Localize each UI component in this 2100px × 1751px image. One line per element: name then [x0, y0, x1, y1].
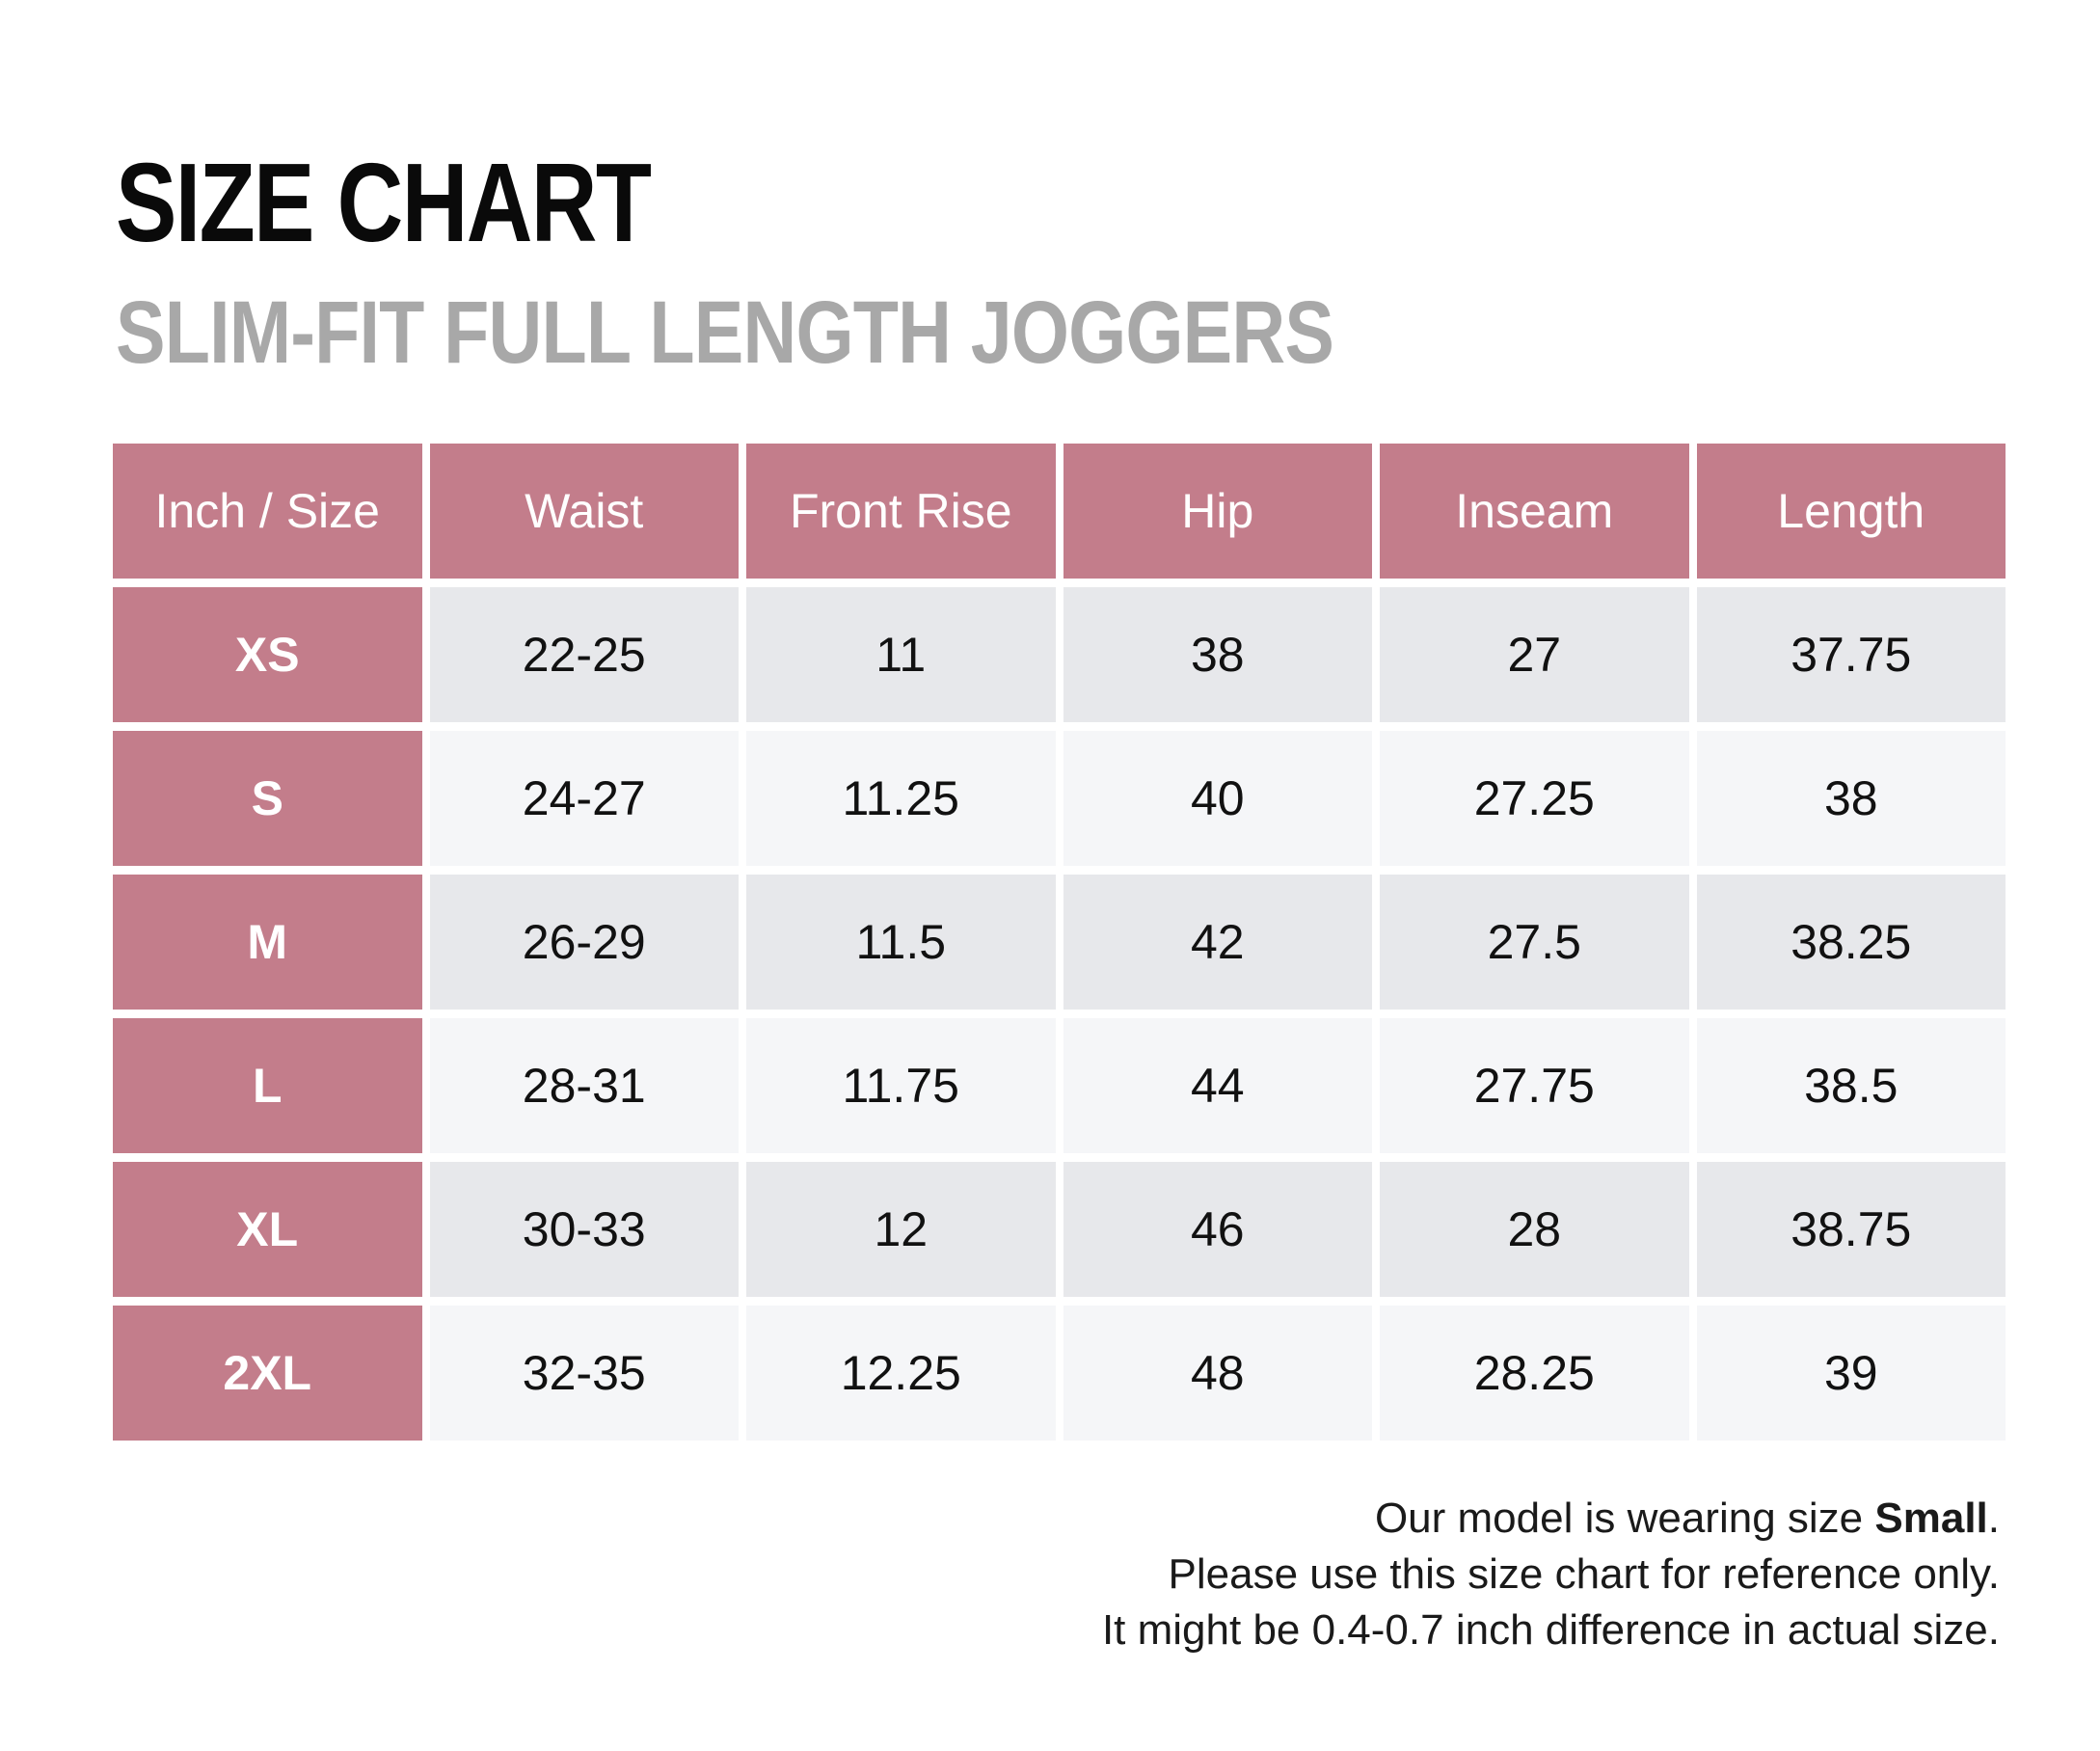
size-notes: Our model is wearing size Small. Please … [1102, 1491, 2000, 1658]
note-model-size-value: Small [1874, 1495, 1988, 1542]
hip-cell: 44 [1063, 1018, 1372, 1153]
waist-cell: 30-33 [429, 1162, 739, 1297]
inseam-cell: 28 [1380, 1162, 1689, 1297]
column-header-size: Inch / Size [113, 444, 422, 579]
front-rise-cell: 12.25 [746, 1306, 1056, 1441]
size-table: Inch / Size Waist Front Rise Hip Inseam … [113, 444, 2006, 1441]
page-title: SIZE CHART [116, 140, 652, 265]
waist-cell: 24-27 [429, 731, 739, 866]
inseam-cell: 28.25 [1380, 1306, 1689, 1441]
length-cell: 37.75 [1696, 587, 2006, 722]
hip-cell: 46 [1063, 1162, 1372, 1297]
length-cell: 38.25 [1696, 875, 2006, 1010]
hip-cell: 42 [1063, 875, 1372, 1010]
front-rise-cell: 11.5 [746, 875, 1056, 1010]
column-header-hip: Hip [1063, 444, 1372, 579]
size-label: L [113, 1018, 422, 1153]
page-subtitle: SLIM-FIT FULL LENGTH JOGGERS [116, 283, 1334, 382]
hip-cell: 48 [1063, 1306, 1372, 1441]
front-rise-cell: 11 [746, 587, 1056, 722]
inseam-cell: 27.75 [1380, 1018, 1689, 1153]
waist-cell: 22-25 [429, 587, 739, 722]
size-label: S [113, 731, 422, 866]
length-cell: 38.75 [1696, 1162, 2006, 1297]
length-cell: 38 [1696, 731, 2006, 866]
column-header-inseam: Inseam [1380, 444, 1689, 579]
note-model-prefix: Our model is wearing size [1374, 1495, 1875, 1542]
waist-cell: 26-29 [429, 875, 739, 1010]
hip-cell: 40 [1063, 731, 1372, 866]
length-cell: 39 [1696, 1306, 2006, 1441]
column-header-waist: Waist [429, 444, 739, 579]
front-rise-cell: 11.25 [746, 731, 1056, 866]
inseam-cell: 27 [1380, 587, 1689, 722]
column-header-front-rise: Front Rise [746, 444, 1056, 579]
front-rise-cell: 12 [746, 1162, 1056, 1297]
front-rise-cell: 11.75 [746, 1018, 1056, 1153]
size-label: M [113, 875, 422, 1010]
note-model-size: Our model is wearing size Small. [1102, 1491, 2000, 1547]
size-label: XL [113, 1162, 422, 1297]
inseam-cell: 27.25 [1380, 731, 1689, 866]
note-difference: It might be 0.4-0.7 inch difference in a… [1101, 1606, 2000, 1654]
size-label: XS [113, 587, 422, 722]
inseam-cell: 27.5 [1380, 875, 1689, 1010]
note-model-suffix: . [1987, 1495, 2000, 1542]
waist-cell: 28-31 [429, 1018, 739, 1153]
size-label: 2XL [113, 1306, 422, 1441]
column-header-length: Length [1696, 444, 2006, 579]
waist-cell: 32-35 [429, 1306, 739, 1441]
length-cell: 38.5 [1696, 1018, 2006, 1153]
hip-cell: 38 [1063, 587, 1372, 722]
note-reference: Please use this size chart for reference… [1168, 1550, 2001, 1598]
